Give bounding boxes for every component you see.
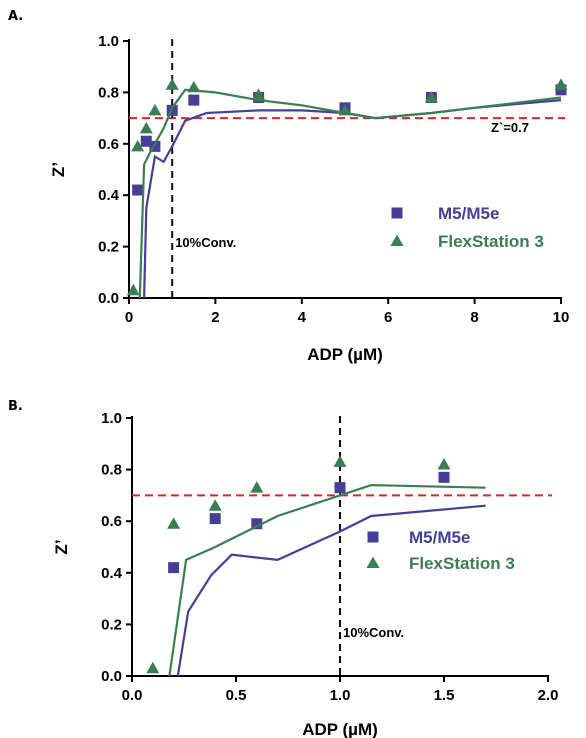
data-point-m5 — [334, 482, 346, 494]
y-tick-label: 0.2 — [101, 616, 122, 633]
fit-line-m5 — [176, 504, 486, 677]
y-tick-label: 1.0 — [98, 33, 119, 50]
data-point-flexstation — [167, 517, 181, 529]
data-point-flexstation — [333, 455, 347, 467]
data-point-m5 — [168, 562, 180, 574]
data-point-flexstation — [148, 103, 162, 116]
legend-label: FlexStation 3 — [409, 554, 515, 573]
data-point-flexstation — [424, 91, 438, 103]
legend-marker-m5 — [367, 531, 379, 543]
y-tick-label: 1.0 — [101, 410, 122, 427]
data-point-m5 — [188, 94, 200, 106]
y-axis-title: Z’ — [52, 539, 71, 554]
data-point-flexstation — [554, 78, 568, 90]
data-point-m5 — [555, 84, 567, 96]
fit-line-flexstation — [138, 88, 562, 299]
y-axis-title: Z’ — [49, 162, 68, 177]
y-tick-label: 0.6 — [101, 513, 122, 530]
panel-b: B. 0.0 0.2 0.4 0.6 0.8 1.0 0.0 0.5 1.0 1.5 2.0 ADP (… — [8, 399, 559, 738]
data-point-m5 — [251, 518, 263, 530]
panel-label: B. — [8, 399, 23, 414]
x-tick-label: 10 — [553, 309, 570, 326]
y-tick-label: 0.2 — [98, 239, 119, 256]
y-tick-label: 0.0 — [101, 668, 122, 685]
legend-marker-flexstation — [390, 234, 404, 246]
x-tick-label: 1.0 — [330, 687, 351, 704]
x-tick-label: 6 — [384, 309, 392, 326]
y-tick-label: 0.6 — [98, 136, 119, 153]
data-point-flexstation — [187, 80, 201, 93]
x-axis-title: ADP (µM) — [307, 345, 383, 364]
legend-label: M5/M5e — [438, 204, 499, 223]
data-point-flexstation — [252, 88, 266, 100]
data-point-m5 — [209, 513, 221, 525]
data-point-m5 — [140, 135, 152, 147]
y-tick-label: 0.8 — [98, 84, 119, 101]
fit-line-flexstation — [168, 483, 486, 677]
legend-marker-flexstation — [366, 556, 380, 568]
data-point-flexstation — [146, 661, 160, 674]
data-point-flexstation — [131, 139, 145, 152]
x-tick-label: 2.0 — [538, 687, 559, 704]
y-tick-label: 0.0 — [98, 290, 119, 307]
x-tick-label: 4 — [298, 309, 307, 326]
panel-a: A. 0.0 0.2 0.4 0.6 0.8 1.0 0 2 4 6 8 10 ADP (µM) Z’ Z`=… — [8, 9, 569, 364]
x-tick-label: 0 — [125, 309, 133, 326]
threshold-label: Z`=0.7 — [491, 120, 529, 135]
y-tick-label: 0.4 — [101, 565, 123, 582]
data-point-m5 — [132, 184, 144, 196]
data-point-m5 — [149, 140, 161, 152]
conversion-label: 10%Conv. — [175, 235, 236, 250]
data-point-flexstation — [250, 481, 264, 493]
x-tick-label: 1.5 — [434, 687, 455, 704]
y-tick-label: 0.8 — [101, 462, 122, 479]
data-point-flexstation — [165, 78, 179, 90]
data-point-flexstation — [338, 103, 352, 116]
x-tick-label: 0.5 — [226, 687, 247, 704]
x-tick-label: 2 — [211, 309, 219, 326]
legend-marker-m5 — [391, 207, 403, 219]
data-point-flexstation — [126, 283, 140, 296]
legend-label: M5/M5e — [409, 528, 470, 547]
data-point-flexstation — [208, 499, 222, 511]
data-point-flexstation — [437, 457, 451, 470]
panel-label: A. — [8, 9, 23, 24]
conversion-label: 10%Conv. — [343, 625, 404, 640]
data-point-m5 — [438, 471, 450, 483]
y-tick-label: 0.4 — [98, 187, 120, 204]
x-tick-label: 8 — [470, 309, 478, 326]
data-point-flexstation — [139, 121, 153, 134]
legend-label: FlexStation 3 — [438, 232, 544, 251]
x-tick-label: 0.0 — [122, 687, 143, 704]
x-axis-title: ADP (µM) — [302, 720, 378, 738]
